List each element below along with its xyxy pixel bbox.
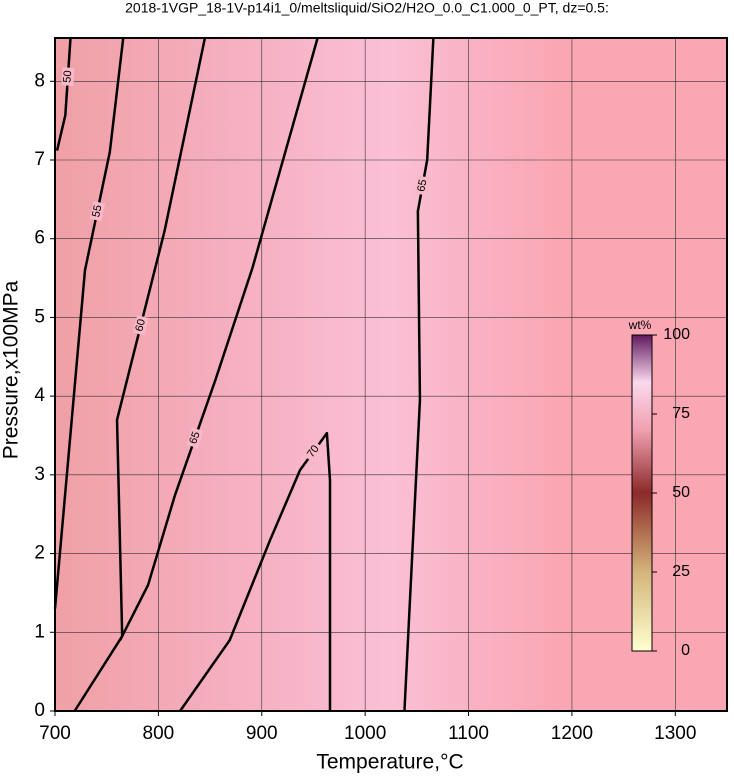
y-tick-label: 2 xyxy=(34,543,45,564)
x-tick-label: 800 xyxy=(143,723,175,744)
contour-line xyxy=(55,37,72,151)
contour-label: 50 xyxy=(61,70,74,83)
y-tick-label: 5 xyxy=(34,306,45,327)
x-tick-label: 1300 xyxy=(654,723,696,744)
y-tick-label: 3 xyxy=(34,464,45,485)
contour-line xyxy=(179,431,332,712)
y-tick-label: 7 xyxy=(34,149,45,170)
colorbar-tick-label: 100 xyxy=(663,326,690,343)
contour-label-bg xyxy=(186,427,204,449)
contour-label: 70 xyxy=(305,443,322,460)
contour-line xyxy=(403,37,435,712)
y-tick-label: 6 xyxy=(34,228,45,249)
contour-label: 55 xyxy=(90,204,104,218)
contour-label: 65 xyxy=(187,430,202,446)
colorbar xyxy=(631,334,653,652)
contour-label-bg xyxy=(303,440,324,463)
y-tick-label: 0 xyxy=(34,700,45,721)
colorbar-label: wt% xyxy=(628,318,652,332)
contour-label: 60 xyxy=(133,318,148,333)
y-tick-label: 1 xyxy=(34,621,45,642)
x-tick-label: 1100 xyxy=(448,723,489,744)
contour-label: 65 xyxy=(415,178,429,192)
x-tick-label: 1200 xyxy=(551,723,593,744)
contour-line xyxy=(73,37,207,712)
y-tick-label: 4 xyxy=(34,385,45,406)
colorbar-tick-label: 25 xyxy=(672,563,690,580)
y-tick-label: 8 xyxy=(34,70,45,91)
x-tick-label: 900 xyxy=(246,723,278,744)
contour-label-bg xyxy=(89,201,106,222)
plot-frame xyxy=(54,37,728,712)
contour-label-bg xyxy=(132,315,149,336)
plot-area xyxy=(55,38,727,711)
y-axis-label: Pressure,x100MPa xyxy=(0,280,23,459)
chart-title: 2018-1VGP_18-1V-p14i1_0/meltsliquid/SiO2… xyxy=(125,0,609,16)
colorbar-tick-label: 75 xyxy=(672,405,690,422)
colorbar-tick-label: 0 xyxy=(681,642,690,659)
contour-label-bg xyxy=(415,175,431,196)
x-tick-label: 700 xyxy=(39,723,71,744)
colorbar-tick-label: 50 xyxy=(672,484,690,501)
x-axis-label: Temperature,°C xyxy=(316,751,463,774)
x-tick-label: 1000 xyxy=(344,723,386,744)
contour-label-bg xyxy=(61,67,75,86)
